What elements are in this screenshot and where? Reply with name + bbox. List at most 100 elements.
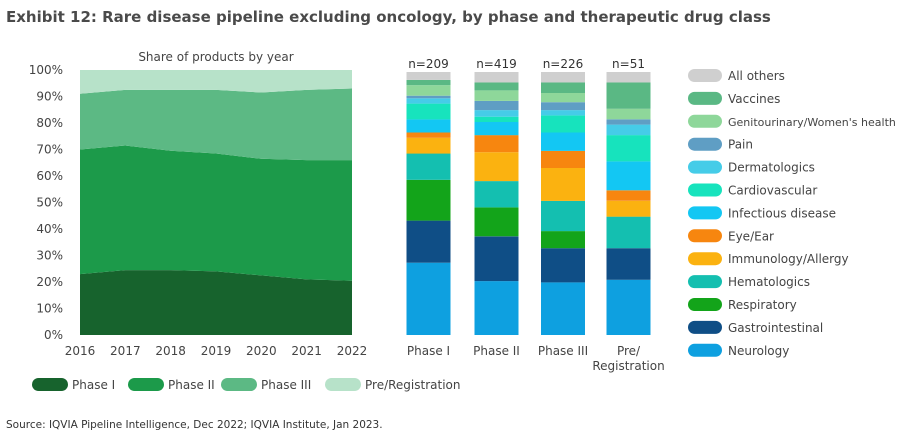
area-chart: Share of products by year 0% 10% 20% 30% 40% 5… [29, 50, 368, 358]
bar-segment-pain [406, 95, 451, 99]
bar-segment-dermatologics [541, 110, 585, 116]
bar-segment-neurology [541, 282, 585, 335]
x-tick-label: 2018 [155, 344, 186, 358]
bar-segment-infectious [606, 161, 651, 191]
legend-label-phase-ii: Phase II [168, 378, 215, 392]
legend-swatch-respiratory [688, 298, 722, 311]
exhibit-title: Exhibit 12: Rare disease pipeline exclud… [6, 8, 771, 26]
legend-swatch-genitourinary [688, 114, 722, 128]
bar-segment-genitourinary [541, 93, 585, 103]
bar-segment-genitourinary [406, 85, 451, 96]
legend-label-vaccines: Vaccines [728, 92, 780, 106]
bar-segment-immunology [541, 168, 585, 201]
legend-swatch-pre-registration [325, 378, 361, 391]
bar-segment-immunology [406, 137, 451, 154]
bar-segment-vaccines [474, 82, 519, 91]
bar-segment-cardiovascular [606, 135, 651, 162]
bar-segment-vaccines [606, 82, 651, 109]
y-tick-label: 30% [36, 249, 63, 263]
source-note: Source: IQVIA Pipeline Intelligence, Dec… [6, 419, 383, 431]
bar-category-label: Pre/ [617, 344, 641, 358]
legend-label-immunology: Immunology/Allergy [728, 252, 849, 266]
bar-segment-eye-ear [541, 150, 585, 168]
bar-segment-hematologics [406, 153, 451, 180]
bar-segment-vaccines [541, 82, 585, 93]
legend-label-hematologics: Hematologics [728, 275, 810, 289]
bar-segment-immunology [474, 152, 519, 182]
area-chart-subtitle: Share of products by year [138, 50, 293, 64]
bar-count-label: n=419 [476, 57, 517, 71]
bar-segment-genitourinary [606, 108, 651, 120]
legend-label-pre-registration: Pre/Registration [365, 378, 460, 392]
legend-swatch-hematologics [688, 275, 722, 289]
bar-segment-neurology [606, 279, 651, 335]
legend-swatch-gastrointestinal [688, 320, 722, 334]
bar-segment-gastrointestinal [474, 236, 519, 282]
bar-segment-dermatologics [606, 124, 651, 136]
legend-label-genitourinary: Genitourinary/Women's health [728, 116, 896, 129]
legend-label-eye-ear: Eye/Ear [728, 229, 774, 243]
legend-swatch-neurology [688, 343, 722, 357]
legend-label-respiratory: Respiratory [728, 298, 797, 312]
legend-label-infectious: Infectious disease [728, 206, 836, 220]
bar-segment-infectious [541, 132, 585, 151]
bar-category-label: Phase III [538, 344, 588, 358]
bar-count-label: n=51 [612, 57, 645, 71]
legend-label-phase-i: Phase I [72, 378, 115, 392]
y-tick-label: 60% [36, 169, 63, 183]
legend-swatch-all-others [688, 69, 722, 82]
legend-swatch-immunology [688, 252, 722, 266]
legend-swatch-cardiovascular [688, 183, 722, 197]
bar-segment-hematologics [606, 216, 651, 249]
legend-swatch-infectious [688, 206, 722, 220]
bar-segment-genitourinary [474, 90, 519, 101]
legend-label-pain: Pain [728, 138, 753, 152]
area-series-phase-i [80, 270, 352, 335]
bar-segment-all-others [474, 72, 519, 83]
bar-segment-neurology [406, 262, 451, 335]
bar-segment-immunology [606, 200, 651, 217]
y-tick-label: 20% [36, 275, 63, 289]
bar-segment-gastrointestinal [406, 220, 451, 263]
bar-segment-respiratory [541, 231, 585, 249]
bar-segment-all-others [606, 72, 651, 83]
bar-segment-cardiovascular [474, 116, 519, 122]
y-tick-label: 90% [36, 90, 63, 104]
y-tick-label: 100% [29, 63, 63, 77]
area-series-pre-registration [80, 70, 352, 94]
bar-segment-cardiovascular [541, 115, 585, 133]
bar-segment-eye-ear [474, 135, 519, 153]
x-tick-label: 2019 [201, 344, 232, 358]
area-series-phase-iii [80, 88, 352, 161]
bar-category-label: Registration [592, 359, 664, 373]
bar-segment-respiratory [406, 179, 451, 221]
bar-segment-gastrointestinal [606, 248, 651, 280]
bar-segment-pain [474, 100, 519, 111]
bar-segment-pain [541, 102, 585, 111]
legend-label-neurology: Neurology [728, 344, 789, 358]
bar-count-label: n=209 [408, 57, 449, 71]
stacked-bar-chart: n=209 Phase I n=419 Phase II n=226 Phase III n… [406, 57, 665, 373]
area-legend: Phase I Phase II Phase III Pre/Registration [32, 378, 460, 392]
x-tick-label: 2017 [110, 344, 141, 358]
bar-count-label: n=226 [543, 57, 584, 71]
legend-swatch-phase-ii [128, 378, 164, 391]
x-tick-label: 2021 [291, 344, 322, 358]
x-tick-label: 2016 [65, 344, 96, 358]
y-tick-label: 70% [36, 143, 63, 157]
area-series-phase-ii [80, 145, 352, 281]
legend-swatch-eye-ear [688, 229, 722, 243]
legend-label-phase-iii: Phase III [261, 378, 311, 392]
bar-category-label: Phase I [407, 344, 450, 358]
bar-segment-eye-ear [606, 190, 651, 201]
bar-segment-pain [606, 119, 651, 125]
legend-label-all-others: All others [728, 69, 785, 83]
bar-segment-gastrointestinal [541, 248, 585, 283]
bar-segment-vaccines [406, 79, 451, 86]
bar-segment-all-others [541, 72, 585, 83]
bar-segment-infectious [406, 119, 451, 133]
x-tick-label: 2022 [337, 344, 368, 358]
y-tick-label: 10% [36, 302, 63, 316]
legend-label-gastrointestinal: Gastrointestinal [728, 321, 823, 335]
